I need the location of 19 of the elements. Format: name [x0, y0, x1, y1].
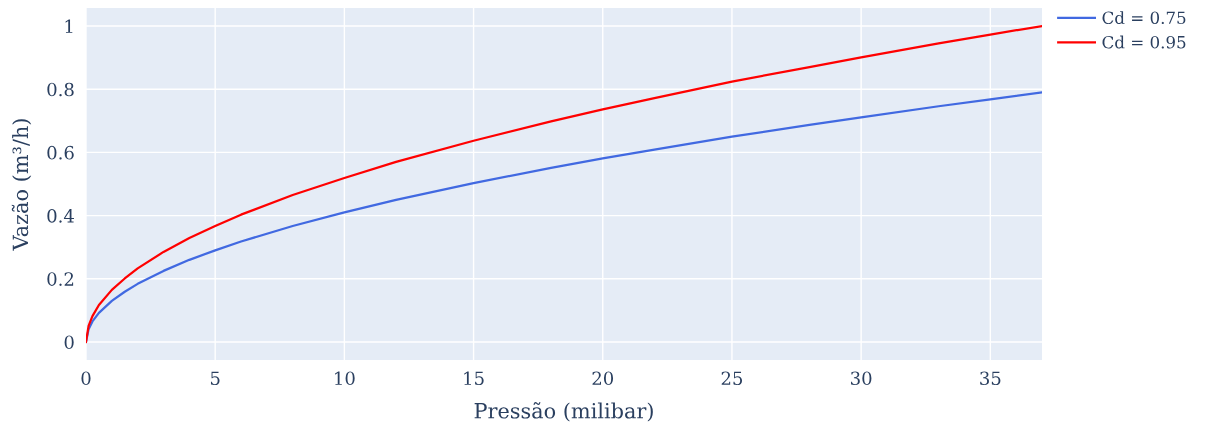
legend-label: Cd = 0.95 [1102, 35, 1186, 49]
x-tick-label: 0 [81, 371, 91, 386]
y-tick-label: 0.2 [47, 272, 74, 286]
x-tick-label: 20 [592, 371, 614, 386]
x-tick-label: 25 [721, 371, 743, 386]
y-tick-label: 0.4 [47, 209, 74, 223]
x-tick-label: 5 [210, 371, 220, 386]
y-tick-label: 0 [64, 335, 74, 350]
x-tick-label: 10 [335, 371, 355, 386]
line-series [86, 24, 1042, 344]
x-tick-label: 15 [464, 371, 484, 386]
legend-label: Cd = 0.75 [1102, 11, 1186, 25]
y-tick-label: 1 [65, 19, 73, 33]
y-tick-label: 0.8 [47, 82, 74, 97]
x-axis-title: Pressão (milibar) [474, 402, 653, 422]
y-axis-title: Vazão (m³/h) [11, 119, 32, 251]
x-tick-label: 35 [980, 371, 1001, 386]
y-tick-label: 0.6 [47, 145, 74, 160]
x-tick-label: 30 [851, 371, 872, 386]
